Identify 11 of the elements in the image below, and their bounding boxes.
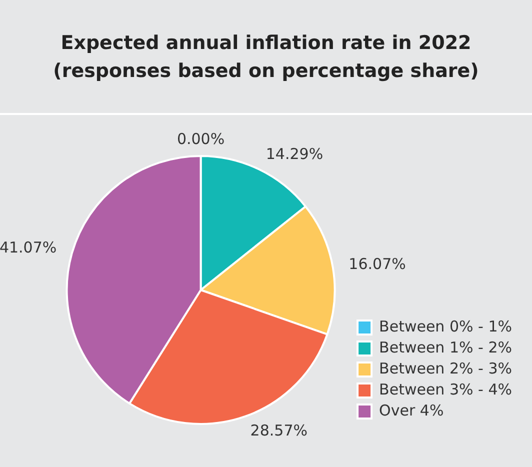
- legend-label: Between 2% - 3%: [379, 359, 512, 378]
- legend-label: Between 3% - 4%: [379, 380, 512, 398]
- text: 0.00%: [176, 130, 225, 148]
- data-label: 16.07%: [348, 254, 406, 273]
- data-label: 14.29%: [266, 144, 324, 163]
- legend-label: Over 4%: [379, 401, 444, 420]
- data-label: 41.07%: [0, 238, 57, 256]
- legend-label: Between 1% - 2%: [379, 338, 512, 356]
- data-label: 28.57%: [250, 421, 308, 440]
- chart-title: Expected annual inflation rate in 2022 (responses based on percentage share): [53, 30, 479, 84]
- legend-label: Between 0% - 1%: [379, 317, 512, 336]
